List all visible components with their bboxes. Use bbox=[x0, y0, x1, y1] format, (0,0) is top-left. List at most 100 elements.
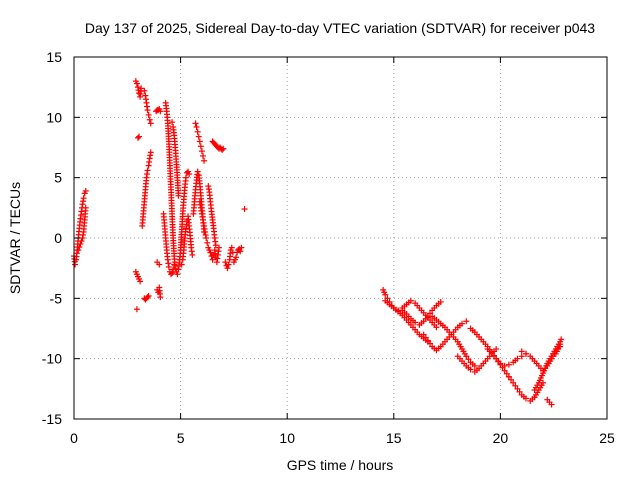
data-point bbox=[174, 271, 181, 278]
data-point bbox=[171, 261, 178, 268]
y-tick-label: -15 bbox=[42, 411, 62, 427]
data-point bbox=[194, 168, 201, 175]
data-point-fill bbox=[427, 340, 434, 347]
y-tick-label: 10 bbox=[46, 109, 62, 125]
data-point-fill bbox=[465, 356, 472, 363]
data-point bbox=[144, 167, 151, 174]
data-point bbox=[182, 174, 189, 181]
data-point bbox=[382, 291, 389, 298]
data-point bbox=[522, 395, 529, 402]
data-point bbox=[557, 341, 564, 348]
data-point bbox=[82, 204, 89, 211]
data-point-fill bbox=[508, 376, 515, 383]
data-point bbox=[548, 401, 555, 408]
data-point-fill bbox=[516, 388, 523, 395]
data-point bbox=[220, 145, 227, 152]
data-point bbox=[170, 266, 177, 273]
data-point bbox=[138, 85, 145, 92]
data-point bbox=[80, 195, 87, 202]
y-tick-label: 0 bbox=[54, 230, 62, 246]
data-point bbox=[201, 157, 208, 164]
data-marks bbox=[71, 78, 565, 408]
data-point bbox=[514, 385, 521, 392]
data-point bbox=[144, 107, 151, 114]
y-tick-label: 5 bbox=[54, 170, 62, 186]
data-point-fill bbox=[76, 244, 83, 251]
data-point bbox=[558, 336, 565, 343]
data-point bbox=[407, 297, 414, 304]
y-tick-label: -5 bbox=[50, 290, 63, 306]
data-point bbox=[228, 244, 235, 251]
data-point bbox=[224, 265, 231, 272]
data-point bbox=[237, 248, 244, 255]
data-point bbox=[209, 256, 216, 263]
y-axis-label: SDTVAR / TECUs bbox=[7, 182, 23, 294]
data-point bbox=[204, 239, 211, 246]
data-point bbox=[390, 304, 397, 311]
data-point bbox=[505, 361, 512, 368]
data-point bbox=[194, 128, 201, 135]
data-point bbox=[459, 320, 466, 327]
x-tick-label: 0 bbox=[70, 430, 78, 446]
data-point bbox=[136, 133, 143, 140]
x-tick-label: 5 bbox=[177, 430, 185, 446]
data-point bbox=[233, 254, 240, 261]
data-point bbox=[467, 366, 474, 373]
y-tick-label: -10 bbox=[42, 351, 62, 367]
data-point-fill bbox=[78, 238, 85, 245]
data-point bbox=[169, 119, 176, 126]
data-point bbox=[196, 138, 203, 145]
data-point bbox=[522, 350, 529, 357]
data-point bbox=[420, 331, 427, 338]
data-point bbox=[156, 261, 163, 268]
data-point bbox=[207, 249, 214, 256]
data-point bbox=[463, 318, 470, 325]
x-tick-label: 25 bbox=[599, 430, 615, 446]
data-point bbox=[72, 261, 79, 268]
data-point bbox=[192, 120, 199, 127]
data-point bbox=[193, 123, 200, 130]
data-point bbox=[518, 348, 525, 355]
data-point bbox=[147, 149, 154, 156]
data-point bbox=[145, 292, 152, 299]
data-point bbox=[501, 362, 508, 369]
data-point bbox=[133, 80, 140, 87]
data-point bbox=[471, 362, 478, 369]
data-point bbox=[189, 251, 196, 258]
data-point bbox=[168, 271, 175, 278]
data-point bbox=[145, 111, 152, 118]
x-tick-label: 20 bbox=[493, 430, 509, 446]
x-axis-label: GPS time / hours bbox=[287, 457, 394, 473]
data-point bbox=[424, 337, 431, 344]
data-point bbox=[147, 120, 154, 127]
data-point bbox=[75, 247, 82, 254]
data-point bbox=[144, 294, 151, 301]
x-tick-label: 15 bbox=[386, 430, 402, 446]
data-point bbox=[412, 319, 419, 326]
data-point bbox=[186, 171, 193, 178]
data-point bbox=[137, 278, 144, 285]
y-tick-label: 15 bbox=[46, 49, 62, 65]
data-point bbox=[178, 261, 185, 268]
chart-title: Day 137 of 2025, Sidereal Day-to-day VTE… bbox=[85, 20, 595, 36]
data-point bbox=[212, 242, 219, 249]
data-point bbox=[141, 87, 148, 94]
data-point bbox=[219, 146, 226, 153]
data-point bbox=[197, 143, 204, 150]
axis-ticks: 0 5 10 15 20 25 -15 -10 -5 0 5 10 15 bbox=[42, 49, 615, 446]
data-point bbox=[157, 108, 164, 115]
data-point bbox=[134, 134, 141, 141]
data-point bbox=[463, 353, 470, 360]
x-tick-label: 10 bbox=[279, 430, 295, 446]
data-point bbox=[437, 298, 444, 305]
data-point bbox=[514, 355, 521, 362]
data-point-fill bbox=[422, 334, 429, 341]
data-point bbox=[82, 187, 89, 194]
data-point bbox=[203, 235, 210, 241]
data-point bbox=[497, 360, 504, 367]
data-point bbox=[175, 192, 182, 199]
data-point bbox=[225, 261, 232, 268]
data-point bbox=[238, 244, 245, 251]
data-point bbox=[165, 263, 172, 270]
data-point bbox=[215, 244, 222, 251]
